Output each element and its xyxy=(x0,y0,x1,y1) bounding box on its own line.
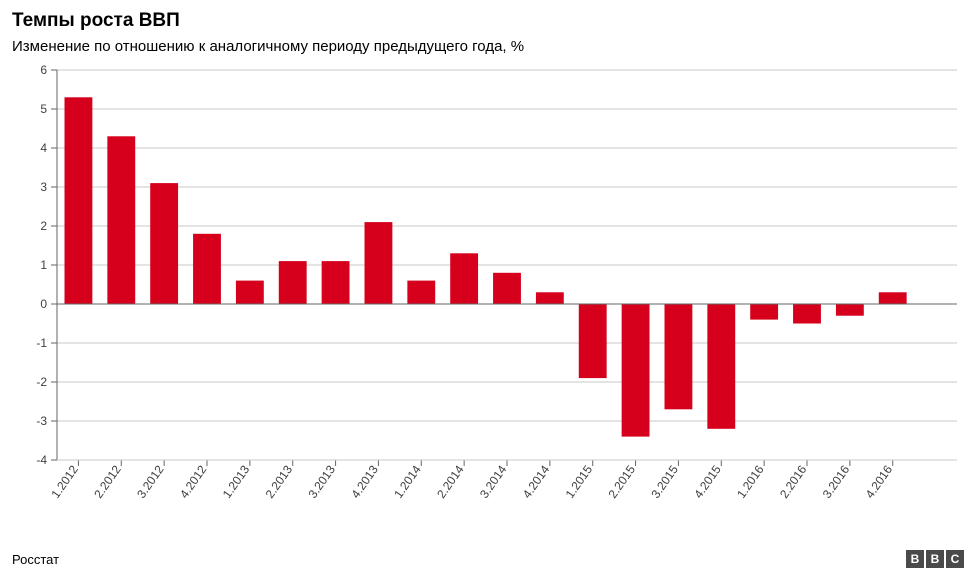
chart-container: Темпы роста ВВП Изменение по отношению к… xyxy=(0,0,976,574)
bbc-logo-letter: B xyxy=(906,550,924,568)
y-tick-label: -4 xyxy=(36,453,47,467)
bar xyxy=(150,183,178,304)
y-tick-label: -1 xyxy=(36,336,47,350)
bar xyxy=(579,304,607,378)
y-tick-label: 3 xyxy=(40,180,47,194)
bar-chart: -4-3-2-101234561.20122.20123.20124.20121… xyxy=(12,65,964,535)
bar xyxy=(493,273,521,304)
bar xyxy=(279,261,307,304)
y-tick-label: 1 xyxy=(40,258,47,272)
bar xyxy=(322,261,350,304)
y-tick-label: 5 xyxy=(40,102,47,116)
y-tick-label: -3 xyxy=(36,414,47,428)
chart-subtitle: Изменение по отношению к аналогичному пе… xyxy=(12,38,964,55)
bar xyxy=(622,304,650,437)
bar xyxy=(750,304,778,320)
bar xyxy=(879,292,907,304)
y-tick-label: 4 xyxy=(40,141,47,155)
y-tick-label: -2 xyxy=(36,375,47,389)
y-tick-label: 6 xyxy=(40,65,47,77)
bbc-logo: B B C xyxy=(906,550,964,568)
bar xyxy=(707,304,735,429)
chart-title: Темпы роста ВВП xyxy=(12,10,964,32)
bar xyxy=(836,304,864,316)
source-label: Росстат xyxy=(12,552,59,567)
bar xyxy=(365,222,393,304)
bar xyxy=(107,136,135,304)
bar xyxy=(407,281,435,304)
bar xyxy=(793,304,821,324)
bar xyxy=(193,234,221,304)
bar xyxy=(65,97,93,304)
bar xyxy=(236,281,264,304)
bar xyxy=(665,304,693,409)
bbc-logo-letter: B xyxy=(926,550,944,568)
chart-area: -4-3-2-101234561.20122.20123.20124.20121… xyxy=(12,65,964,535)
chart-footer: Росстат B B C xyxy=(12,550,964,568)
y-tick-label: 2 xyxy=(40,219,47,233)
y-tick-label: 0 xyxy=(40,297,47,311)
bar xyxy=(450,253,478,304)
bbc-logo-letter: C xyxy=(946,550,964,568)
bar xyxy=(536,292,564,304)
